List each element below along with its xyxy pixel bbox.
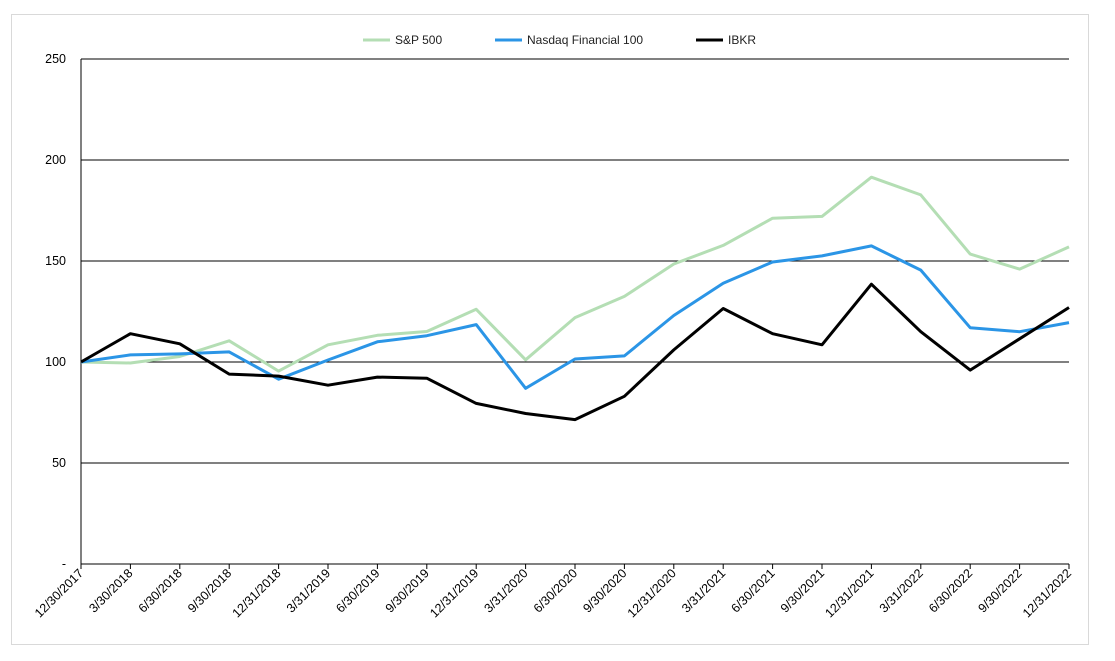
x-tick-label: 3/31/2020	[482, 566, 531, 615]
x-tick-label: 9/30/2022	[976, 566, 1025, 615]
y-tick-label: 100	[45, 355, 66, 369]
x-tick-label: 9/30/2019	[383, 566, 432, 615]
x-tick-label: 12/31/2020	[625, 566, 679, 620]
x-tick-label: 9/30/2020	[580, 566, 629, 615]
y-tick-label: 150	[45, 254, 66, 268]
series-line-s-p-500	[80, 175, 1070, 373]
x-tick-label: 6/30/2019	[333, 566, 382, 615]
x-tick-label: 3/31/2022	[877, 566, 926, 615]
legend-label: S&P 500	[395, 33, 442, 47]
x-tick-label: 3/30/2018	[86, 566, 135, 615]
x-tick-label: 3/31/2019	[284, 566, 333, 615]
y-tick-label: -	[62, 557, 66, 571]
x-tick-label: 6/30/2018	[136, 566, 185, 615]
y-tick-label: 50	[52, 456, 66, 470]
y-axis: - 50 100 150 200 250	[45, 52, 82, 571]
x-tick-label: 12/31/2019	[427, 566, 481, 620]
x-tick-label: 12/30/2017	[32, 566, 86, 620]
series-line-nasdaq-financial-100	[80, 244, 1070, 390]
x-tick-label: 6/30/2020	[531, 566, 580, 615]
y-tick-label: 250	[45, 52, 66, 66]
x-tick-label: 9/30/2021	[778, 566, 827, 615]
series-lines	[80, 175, 1070, 422]
legend-label: Nasdaq Financial 100	[527, 33, 643, 47]
x-axis: 12/30/2017 3/30/2018 6/30/2018 9/30/201812/…	[32, 564, 1074, 620]
x-tick-label: 12/31/2018	[230, 566, 284, 620]
chart-frame: -50 100 150 200 250 12/30/2017 3/30/2018 6/30/…	[11, 14, 1089, 645]
series-line-ibkr	[80, 282, 1070, 422]
x-tick-label: 6/30/2021	[729, 566, 778, 615]
x-tick-label: 12/31/2022	[1020, 566, 1074, 620]
x-tick-label: 3/31/2021	[679, 566, 728, 615]
legend: S&P 500 Nasdaq Financial 100 IBKR	[363, 33, 756, 47]
y-tick-label: 200	[45, 153, 66, 167]
x-tick-label: 12/31/2021	[822, 566, 876, 620]
legend-label: IBKR	[728, 33, 756, 47]
x-tick-label: 9/30/2018	[185, 566, 234, 615]
x-tick-label: 6/30/2022	[926, 566, 975, 615]
gridlines	[81, 58, 1069, 565]
